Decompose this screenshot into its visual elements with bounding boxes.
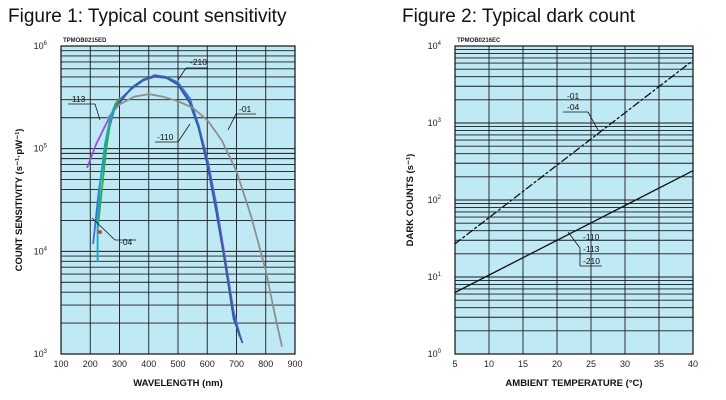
figure-1-frame [60, 45, 296, 355]
annotation-fig2-210: -210 [583, 256, 600, 266]
figure-1-annotations: -113 -210 -110 -01 -04 [68, 57, 256, 247]
figure-2-series [454, 59, 694, 294]
x-tick-label: 500 [170, 359, 185, 369]
x-tick-label: 100 [53, 359, 68, 369]
y-tick-label: 104 [428, 41, 442, 51]
y-tick-label: 104 [34, 246, 48, 256]
x-tick-label: 10 [484, 359, 494, 369]
marker-dot [98, 230, 102, 234]
annotation-210: -210 [190, 57, 207, 67]
series-line-5 [96, 106, 115, 263]
figure-1: TPMOB0215ED 100 200 300 400 500 600 700 800 900 … [14, 38, 303, 389]
figure-1-y-axis-label: COUNT SENSITIVITY (s⁻¹·pW⁻¹) [14, 129, 25, 272]
figure-2-annotations: -01 -04 -110 -113 -210 [563, 91, 602, 267]
x-tick-label: 20 [552, 359, 562, 369]
figure-1-code: TPMOB0215ED [63, 38, 107, 44]
series-line-0104 [454, 59, 694, 245]
y-tick-label: 106 [34, 41, 48, 51]
annotation-fig2-01: -01 [567, 91, 580, 101]
figure-2-y-axis-label: DARK COUNTS (s⁻¹) [405, 154, 416, 247]
y-tick-label: 102 [428, 195, 442, 205]
figure-1-series [86, 74, 283, 347]
annotation-fig2-113: -113 [583, 244, 600, 254]
x-tick-label: 400 [141, 359, 156, 369]
figure-2-title: Figure 2: Typical dark count [402, 6, 636, 27]
figure-2-x-axis-label: AMBIENT TEMPERATURE (°C) [505, 378, 642, 389]
figure-2-code: TPMOB0216EC [457, 38, 501, 44]
figure-1-title: Figure 1: Typical count sensitivity [8, 6, 287, 27]
figure-2: TPMOB0216EC 5 10 15 20 25 30 35 40 100 101 102 103… [405, 38, 698, 389]
annotation-113: -113 [69, 94, 86, 104]
series-line-110113210 [454, 170, 694, 294]
x-tick-label: 300 [112, 359, 127, 369]
x-tick-label: 35 [654, 359, 664, 369]
figure-1-grid [60, 46, 296, 355]
figure-2-x-ticks: 5 10 15 20 25 30 35 40 [452, 359, 698, 369]
x-tick-label: 5 [452, 359, 457, 369]
figure-2-frame [454, 45, 694, 355]
figure-1-y-ticks: 103 104 105 106 [34, 41, 48, 359]
annotation-04: -04 [120, 237, 133, 247]
x-tick-label: 900 [287, 359, 302, 369]
x-tick-label: 30 [620, 359, 630, 369]
y-tick-label: 100 [428, 349, 442, 359]
x-tick-label: 700 [229, 359, 244, 369]
annotation-fig2-04: -04 [567, 102, 580, 112]
figure-2-y-ticks: 100 101 102 103 104 [428, 41, 442, 359]
x-tick-label: 200 [83, 359, 98, 369]
y-tick-label: 103 [428, 118, 442, 128]
x-tick-label: 40 [688, 359, 698, 369]
annotation-110: -110 [157, 132, 174, 142]
figure-1-x-ticks: 100 200 300 400 500 600 700 800 900 [53, 359, 302, 369]
series-line-01 [106, 93, 283, 347]
y-tick-label: 105 [34, 144, 48, 154]
x-tick-label: 15 [518, 359, 528, 369]
x-tick-label: 25 [586, 359, 596, 369]
series-line-110 [118, 75, 244, 344]
y-tick-label: 103 [34, 349, 48, 359]
y-tick-label: 101 [428, 272, 442, 282]
x-tick-label: 600 [200, 359, 215, 369]
annotation-01: -01 [239, 104, 252, 114]
annotation-fig2-110: -110 [583, 232, 600, 242]
figure-1-x-axis-label: WAVELENGTH (nm) [133, 378, 223, 389]
series-line-04 [96, 97, 121, 232]
x-tick-label: 800 [258, 359, 273, 369]
